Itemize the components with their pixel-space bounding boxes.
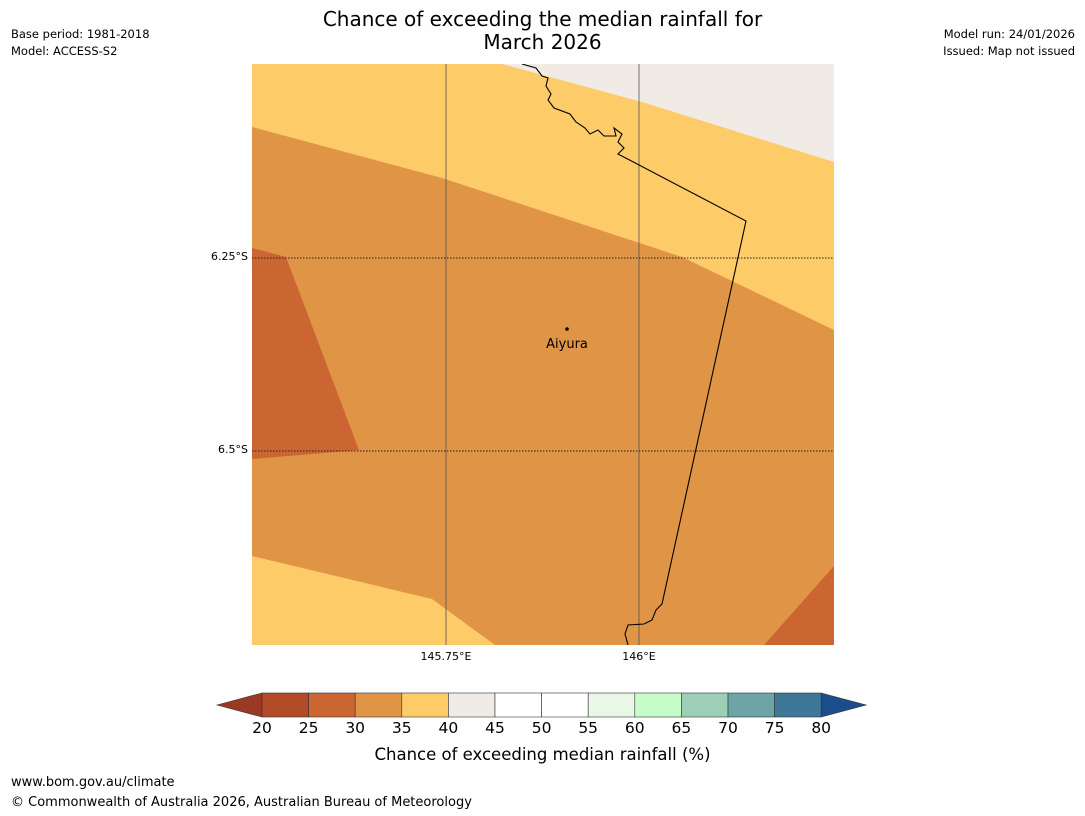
zone-25-30-southeast (764, 566, 834, 645)
colorbar-tick-label: 60 (624, 719, 645, 737)
colorbar-tick-label: 80 (811, 719, 832, 737)
aiyura-marker[interactable] (565, 327, 569, 331)
lat-label-6-25s: 6.25°S (211, 250, 248, 263)
lon-label-145-75e: 145.75°E (420, 650, 472, 663)
colorbar-tick-label: 35 (391, 719, 412, 737)
map-title-line-2: March 2026 (483, 30, 602, 54)
colorbar-segment (587, 692, 636, 718)
colorbar-svg (215, 692, 868, 718)
colorbar-segment (541, 692, 589, 718)
colorbar-tick-label: 75 (764, 719, 785, 737)
colorbar-tick-label: 40 (438, 719, 459, 737)
colorbar-tick-label: 55 (578, 719, 599, 737)
colorbar-under-arrow (215, 692, 263, 718)
colorbar-segment (308, 692, 356, 718)
model-run-text: Model run: 24/01/2026 (943, 27, 1075, 41)
aiyura-label: Aiyura (546, 337, 588, 352)
lon-label-146e: 146°E (622, 650, 656, 663)
map-title-line-1: Chance of exceeding the median rainfall … (322, 7, 763, 31)
colorbar-label: Chance of exceeding median rainfall (%) (374, 745, 711, 764)
issued-text: Issued: Map not issued (943, 44, 1075, 58)
colorbar-segment (261, 692, 309, 718)
model-text: Model: ACCESS-S2 (11, 44, 118, 58)
colorbar-segment (774, 692, 822, 718)
colorbar-tick-label: 50 (531, 719, 552, 737)
footer-copyright: © Commonwealth of Australia 2026, Austra… (11, 795, 472, 810)
colorbar-segment (448, 692, 496, 718)
colorbar-segment (681, 692, 729, 718)
colorbar-segment (401, 692, 449, 718)
map-title: Chance of exceeding the median rainfall … (0, 8, 1085, 54)
colorbar-tick-label: 70 (718, 719, 738, 737)
zone-40-45-northeast (502, 64, 834, 162)
colorbar-segment (494, 692, 542, 718)
colorbar-segment (354, 692, 403, 718)
province-border-line (521, 64, 747, 645)
meta-right: Model run: 24/01/2026 Issued: Map not is… (943, 26, 1075, 60)
base-period-text: Base period: 1981-2018 (11, 27, 150, 41)
colorbar-tick-label: 25 (298, 719, 319, 737)
colorbar-segment (634, 692, 682, 718)
zone-25-30-west (252, 248, 359, 459)
map-svg: Aiyura (252, 64, 834, 645)
zone-35-40-southwest (252, 556, 495, 645)
meta-left: Base period: 1981-2018 Model: ACCESS-S2 (11, 26, 150, 60)
colorbar (214, 690, 874, 720)
zone-35-40-north (252, 64, 834, 330)
lat-label-6-5s: 6.5°S (218, 443, 248, 456)
colorbar-tick-label: 20 (252, 719, 272, 737)
footer-url: www.bom.gov.au/climate (11, 775, 175, 790)
colorbar-tick-label: 45 (485, 719, 505, 737)
colorbar-tick-label: 65 (671, 719, 692, 737)
colorbar-over-arrow (820, 692, 868, 718)
map-panel[interactable]: Aiyura (252, 64, 834, 645)
colorbar-tick-label: 30 (345, 719, 366, 737)
colorbar-segment (727, 692, 775, 718)
